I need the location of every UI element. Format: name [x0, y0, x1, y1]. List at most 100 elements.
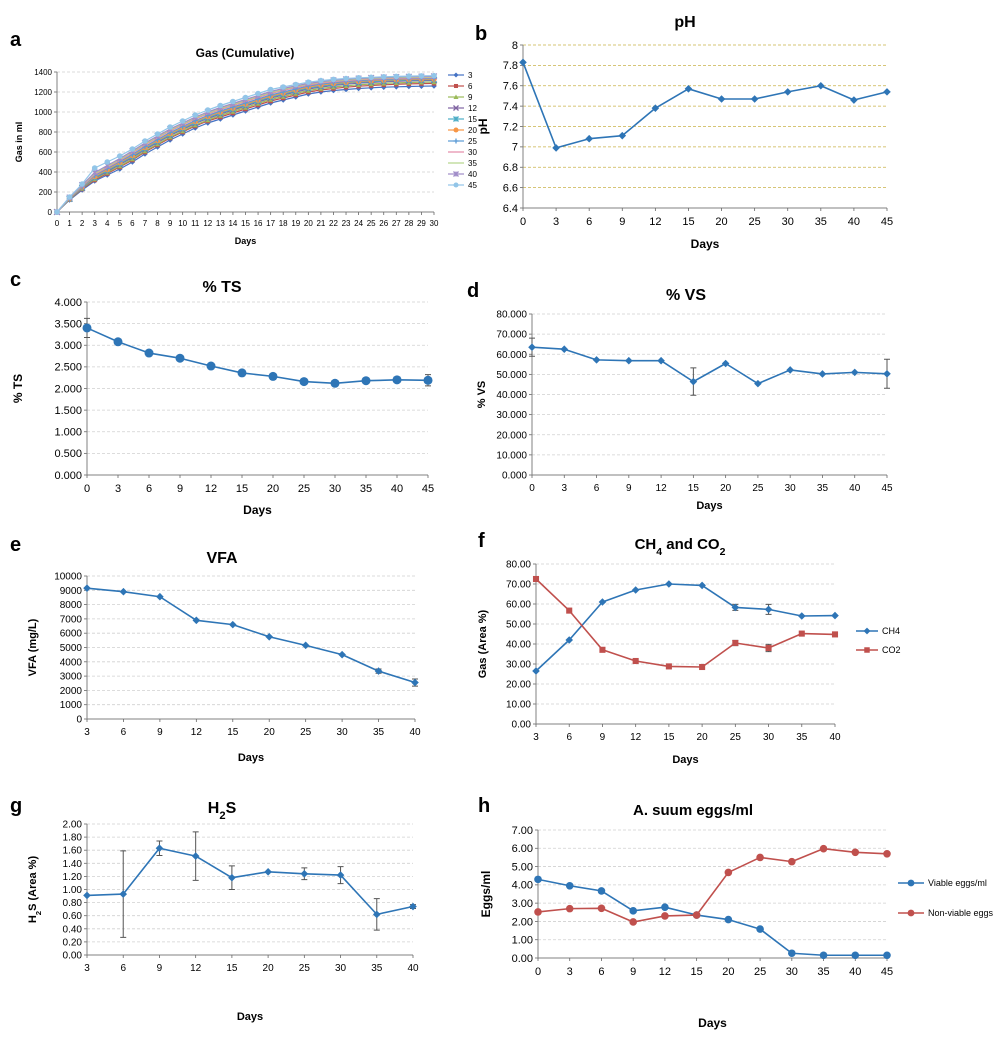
data-point — [831, 611, 839, 620]
data-point — [268, 371, 278, 381]
x-tick-label: 3 — [553, 216, 559, 228]
x-tick-label: 30 — [782, 216, 794, 228]
x-axis-label: Days — [691, 237, 720, 251]
y-tick-label: 7.2 — [503, 121, 518, 133]
y-tick-label: 0.00 — [512, 953, 533, 965]
x-tick-label: 20 — [720, 483, 732, 494]
data-point — [831, 631, 839, 638]
y-tick-label: 7.00 — [512, 825, 533, 837]
chart-title: % VS — [666, 287, 706, 304]
data-point — [318, 77, 324, 84]
x-tick-label: 12 — [205, 483, 217, 495]
x-tick-label: 12 — [203, 219, 212, 228]
chart-f: f CH4 and CO2 0.00 10.00 20.00 30.00 40.00 50.0… — [477, 530, 901, 766]
legend-marker — [453, 182, 459, 188]
data-point — [618, 131, 627, 140]
legend-label: 30 — [468, 148, 477, 157]
data-point — [392, 375, 402, 385]
x-tick-label: 0 — [535, 966, 541, 978]
x-tick-label: 30 — [763, 732, 775, 743]
data-point — [850, 96, 858, 104]
y-tick-label: 20.000 — [496, 430, 527, 441]
data-point — [104, 159, 111, 165]
data-point — [750, 95, 759, 103]
y-axis-label: % VS — [476, 381, 488, 409]
x-tick-label: 20 — [304, 219, 313, 228]
legend-label: 9 — [468, 93, 473, 102]
data-point — [532, 667, 540, 675]
y-tick-label: 3.00 — [512, 898, 533, 910]
y-axis-label: VFA (mg/L) — [27, 618, 39, 676]
data-point — [665, 663, 672, 670]
legend-label: Non-viable eggs — [928, 908, 994, 918]
y-tick-label: 7.4 — [503, 101, 518, 113]
data-point — [532, 575, 540, 583]
y-tick-label: 4.000 — [54, 297, 82, 309]
x-tick-label: 45 — [881, 483, 893, 494]
y-tick-label: 1.60 — [63, 846, 83, 857]
y-tick-label: 30.000 — [496, 410, 527, 421]
x-tick-label: 3 — [92, 219, 97, 228]
y-tick-label: 5000 — [60, 643, 83, 654]
data-point — [155, 844, 164, 853]
legend-marker — [453, 116, 459, 122]
x-tick-label: 14 — [228, 219, 237, 228]
x-tick-label: 35 — [815, 216, 827, 228]
y-tick-label: 1.40 — [63, 859, 83, 870]
x-tick-label: 45 — [881, 966, 893, 978]
x-tick-label: 40 — [407, 963, 419, 974]
y-tick-label: 0.000 — [54, 470, 82, 482]
x-tick-label: 30 — [785, 483, 797, 494]
y-tick-label: 5.00 — [512, 861, 533, 873]
legend-marker — [864, 647, 870, 653]
x-tick-label: 24 — [354, 219, 363, 228]
x-tick-label: 15 — [663, 732, 675, 743]
x-tick-label: 25 — [298, 483, 310, 495]
data-point — [883, 88, 891, 96]
data-point — [330, 76, 337, 83]
data-point — [336, 871, 345, 879]
x-tick-label: 9 — [619, 216, 625, 228]
y-tick-label: 60.00 — [506, 600, 531, 611]
data-point — [305, 79, 312, 85]
data-point — [756, 853, 764, 862]
y-tick-label: 50.00 — [506, 620, 531, 631]
x-tick-label: 25 — [367, 219, 376, 228]
data-point — [850, 368, 859, 377]
x-tick-label: 11 — [191, 219, 200, 228]
y-tick-label: 2000 — [60, 686, 83, 697]
data-point — [411, 678, 419, 687]
x-tick-label: 0 — [84, 483, 90, 495]
y-tick-label: 70.00 — [506, 580, 531, 591]
data-point — [300, 869, 309, 878]
data-point — [732, 639, 739, 647]
x-axis-label: Days — [235, 236, 257, 246]
data-point — [237, 368, 247, 378]
x-tick-label: 15 — [226, 963, 238, 974]
x-tick-label: 12 — [630, 732, 642, 743]
y-tick-label: 80.000 — [496, 310, 527, 321]
data-point — [585, 134, 593, 143]
x-axis-label: Days — [238, 752, 264, 764]
x-tick-label: 3 — [533, 732, 539, 743]
x-tick-label: 30 — [335, 963, 347, 974]
x-axis-label: Days — [243, 503, 272, 517]
legend-label: 25 — [468, 137, 477, 146]
data-point — [534, 908, 542, 916]
x-tick-label: 9 — [600, 732, 606, 743]
y-tick-label: 2.500 — [54, 362, 82, 374]
y-tick-label: 40.00 — [506, 640, 531, 651]
y-tick-label: 2.00 — [63, 820, 83, 831]
y-tick-label: 1.00 — [512, 935, 533, 947]
y-tick-label: 8 — [512, 40, 518, 52]
data-point — [431, 72, 437, 79]
panel-letter-c: c — [10, 269, 21, 291]
data-point — [175, 353, 185, 363]
data-point — [797, 612, 806, 620]
x-tick-label: 40 — [849, 483, 861, 494]
data-point — [788, 857, 796, 866]
panel-letter-g: g — [10, 795, 22, 817]
series-line-ch4 — [535, 583, 836, 672]
x-axis-label: Days — [696, 500, 722, 512]
